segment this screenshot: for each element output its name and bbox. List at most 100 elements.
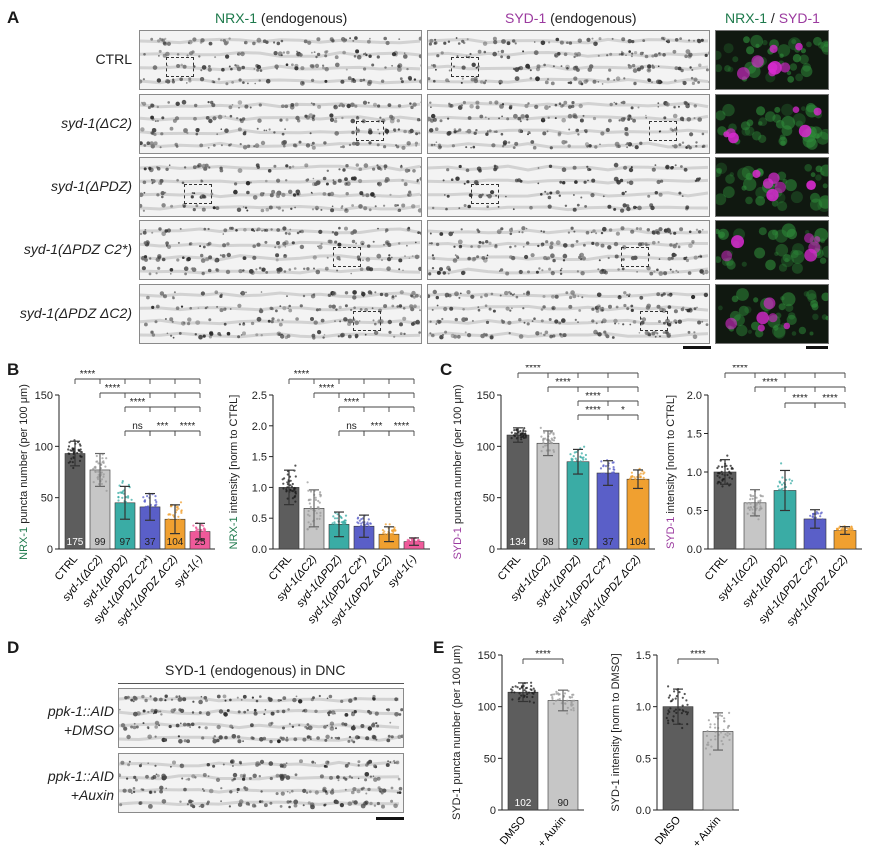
data-point [524,434,527,437]
data-point [203,529,206,532]
data-point [572,707,575,710]
y-tick-label: 0 [47,544,53,556]
data-point [759,500,762,503]
data-point [155,500,158,504]
data-point [642,476,645,479]
data-point [747,506,750,509]
data-point [144,512,147,515]
data-point [729,472,733,475]
y-tick-label: 0.0 [252,544,267,556]
scale-bar-a-main [683,346,711,349]
sample-size-label: 25 [194,537,206,548]
x-tick-label: + Auxin [691,814,724,850]
data-point [309,490,313,493]
data-point [850,532,853,535]
data-point [294,500,297,503]
significance-label: **** [585,405,601,416]
scale-bar-a-inset [806,346,828,349]
data-point [125,496,128,499]
data-point [331,527,334,530]
data-point [761,495,764,498]
data-point [582,471,585,474]
data-point [309,507,313,510]
panel-d-row-line2: +DMSO [63,722,114,738]
data-point [104,465,107,468]
data-point [97,470,100,473]
data-point [571,693,574,696]
data-point [204,533,207,536]
data-point [719,714,722,717]
data-point [727,724,731,727]
data-point [604,465,608,468]
significance-label: **** [394,421,410,432]
y-tick-label: 150 [477,390,495,402]
data-point [309,523,312,526]
nrx-image-1 [139,94,422,154]
data-point [718,476,721,479]
data-point [291,482,294,486]
data-point [356,529,359,532]
data-point [600,480,603,483]
data-point [778,493,781,496]
data-point [144,505,147,508]
zoom-region-box [451,57,479,77]
data-point [523,694,526,697]
nrx-title-name: NRX-1 [215,10,258,26]
x-tick-label: DMSO [498,814,529,847]
data-point [335,532,338,535]
merge-title-sep: / [767,10,779,26]
y-axis-label-measure: SYD-1 intensity [norm to DMSO] [610,653,622,811]
data-point [202,531,205,534]
data-point [815,511,818,514]
data-point [780,488,783,491]
data-point [286,497,289,500]
data-point [358,519,361,522]
data-point [155,503,158,506]
data-point [510,437,513,440]
zoom-region-box [166,57,194,77]
data-point [92,481,95,484]
data-point [524,430,527,433]
data-point [641,470,644,473]
data-point [709,753,712,756]
data-point [344,519,347,522]
data-point [602,464,605,467]
data-point [728,732,731,736]
significance-label: **** [80,369,96,380]
data-point [180,510,183,513]
data-point [838,526,841,529]
data-point [361,528,364,531]
y-tick-label: 50 [41,493,53,505]
data-point [723,717,726,720]
data-point [281,478,284,481]
significance-label: *** [371,421,383,432]
data-point [155,509,158,513]
data-point [748,508,751,511]
data-point [552,702,555,705]
data-point [728,738,731,741]
data-point [293,487,296,490]
zoom-region-box [640,311,668,331]
data-point [342,520,345,523]
sample-size-label: 99 [94,537,106,548]
data-point [758,502,761,505]
data-point [146,495,149,498]
data-point [170,520,173,523]
data-point [726,454,729,457]
data-point [788,500,791,503]
data-point [578,471,581,474]
data-point [710,745,713,748]
data-point [117,496,120,499]
data-point [309,505,312,509]
y-tick-label: 50 [483,493,495,505]
data-point [755,507,758,510]
y-tick-label: 2.5 [252,390,267,402]
y-tick-label: 0.5 [636,753,651,765]
data-point [533,690,536,694]
data-point [69,460,72,463]
data-point [551,438,554,442]
data-point [552,433,555,436]
data-point [170,525,173,528]
data-point [105,489,108,492]
data-point [92,467,95,470]
